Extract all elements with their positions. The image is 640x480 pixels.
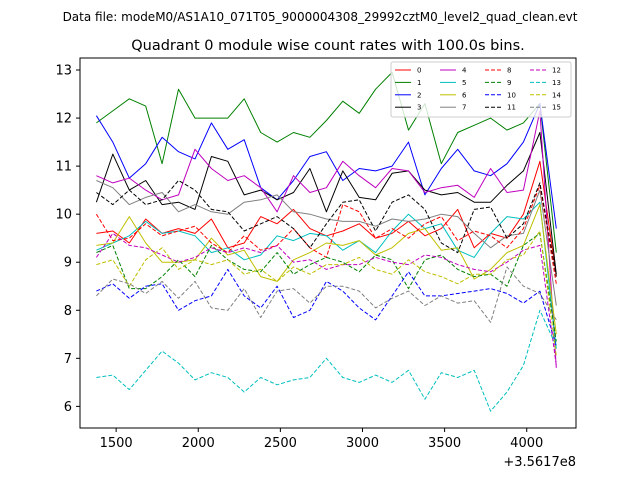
series-line-2 [95, 103, 557, 229]
series-line-5 [96, 201, 557, 349]
legend-label-6: 6 [462, 91, 467, 99]
y-tick-label: 9 [64, 256, 72, 271]
series-line-10 [96, 268, 557, 347]
legend-label-12: 12 [552, 67, 561, 75]
y-tick-label: 13 [55, 64, 72, 79]
x-tick-label: 2500 [264, 436, 297, 451]
series-lines [95, 71, 557, 412]
legend-label-13: 13 [552, 79, 561, 87]
legend-label-8: 8 [507, 67, 511, 75]
y-tick-label: 11 [55, 160, 72, 175]
series-line-11 [96, 180, 557, 277]
legend-label-15: 15 [552, 104, 561, 112]
y-tick-label: 6 [64, 400, 72, 415]
y-tick-label: 10 [55, 208, 72, 223]
x-tick-label: 1500 [100, 436, 133, 451]
legend-label-4: 4 [462, 67, 467, 75]
legend-label-1: 1 [417, 79, 421, 87]
chart-title: Quadrant 0 module wise count rates with … [131, 38, 525, 54]
series-line-13 [96, 309, 557, 412]
x-tick-label: 2000 [182, 436, 215, 451]
y-tick-label: 8 [64, 304, 72, 319]
legend-box [390, 61, 572, 118]
legend-label-7: 7 [462, 104, 466, 112]
legend-label-14: 14 [552, 91, 561, 99]
series-line-12 [95, 232, 557, 366]
legend-label-10: 10 [507, 91, 516, 99]
legend-label-3: 3 [417, 104, 421, 112]
x-tick-label: 3500 [428, 436, 461, 451]
legend-label-11: 11 [507, 104, 516, 112]
y-tick-label: 7 [64, 352, 72, 367]
series-line-7 [96, 180, 557, 306]
chart-suptitle: Data file: modeM0/AS1A10_071T05_90000043… [63, 10, 578, 24]
legend-label-9: 9 [507, 79, 511, 87]
y-tick-label: 12 [55, 112, 72, 127]
series-line-1 [96, 71, 557, 253]
series-line-14 [96, 230, 557, 356]
x-axis-ticks: 1500 2000 2500 3000 3500 4000 [100, 428, 543, 451]
x-axis-offset-label: +3.5617e8 [503, 455, 576, 470]
x-tick-label: 4000 [510, 436, 543, 451]
series-line-9 [96, 232, 557, 342]
legend-label-5: 5 [462, 79, 466, 87]
series-line-3 [95, 132, 557, 275]
legend-label-2: 2 [417, 91, 421, 99]
series-line-15 [96, 266, 557, 323]
y-axis-ticks: 6 7 8 9 10 11 12 13 [55, 64, 80, 415]
x-tick-label: 3000 [346, 436, 379, 451]
legend-label-0: 0 [417, 67, 421, 75]
series-line-4 [96, 110, 557, 368]
axes-frame [79, 57, 577, 429]
